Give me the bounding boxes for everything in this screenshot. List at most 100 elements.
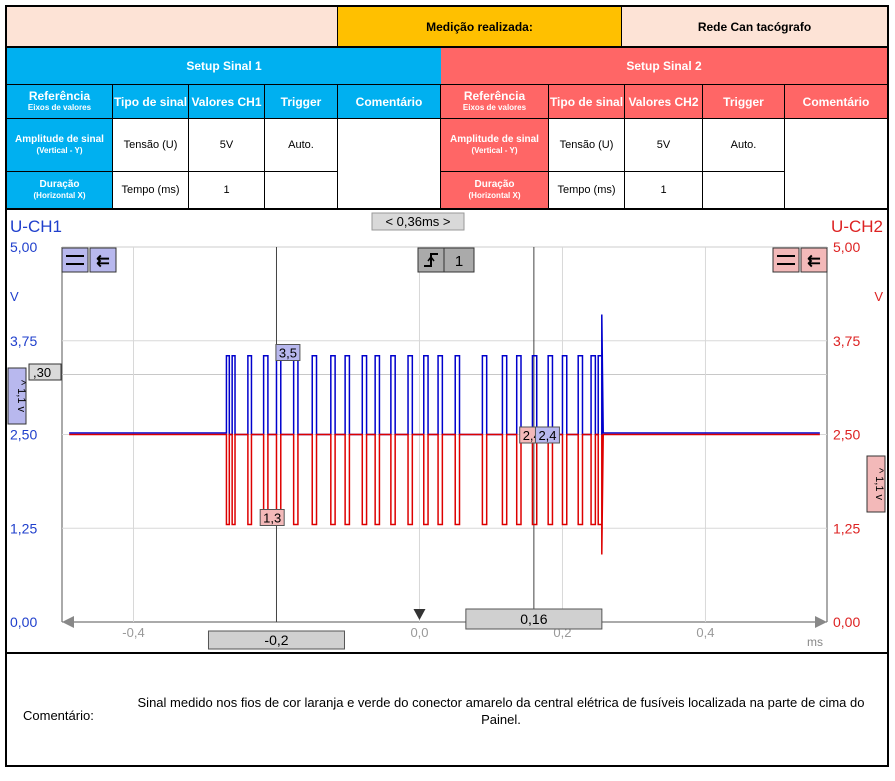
left-arrow-icon[interactable] xyxy=(89,247,117,273)
setup1-row1-label-sub: (Vertical - Y) xyxy=(36,146,83,155)
setup2-col-tipo: Tipo de sinal xyxy=(549,84,625,118)
y-tick-label-left: 1,25 xyxy=(10,520,37,536)
right-channel-label: U-CH2 xyxy=(831,217,883,236)
setup1-row1-label: Amplitude de sinal (Vertical - Y) xyxy=(7,118,113,171)
setup1-row2-valor: 1 xyxy=(189,171,265,208)
setup2-comment-cell xyxy=(785,118,887,208)
measurement-value: Rede Can tacógrafo xyxy=(622,7,887,48)
left-channel-label: U-CH1 xyxy=(10,217,62,236)
setup1-col-ref-sub: Eixos de valores xyxy=(27,102,92,112)
setup2-row1-valor: 5V xyxy=(625,118,703,171)
trigger-channel-label: 1 xyxy=(455,253,463,270)
y-tick-label-right: 1,25 xyxy=(833,520,860,536)
x-tick-label: 0,4 xyxy=(696,625,714,640)
setup2-row2-valor: 1 xyxy=(625,171,703,208)
right-scale-buttons[interactable]: ⇇ xyxy=(772,247,828,273)
setup2-row2-label: Duração (Horizontal X) xyxy=(441,171,549,208)
oscilloscope-plot: U-CH1 U-CH2 V V ms < 0,36ms > ⇇ xyxy=(7,208,887,652)
y-tick-label-right: 3,75 xyxy=(833,333,860,349)
y-tick-label-right: 2,50 xyxy=(833,427,860,443)
marker-box xyxy=(534,426,560,444)
setup1-title: Setup Sinal 1 xyxy=(7,48,441,84)
ch2-trace xyxy=(69,433,820,555)
left-lines-icon[interactable] xyxy=(61,247,89,273)
marker-label: 3,5 xyxy=(279,346,297,361)
marker-box xyxy=(259,509,285,526)
setup1-row2-label-text: Duração xyxy=(39,179,80,190)
scroll-right-icon xyxy=(815,616,827,628)
y-tick-label-left: 2,50 xyxy=(10,427,37,443)
measurement-label: Medição realizada: xyxy=(338,7,622,48)
comment-section: Comentário: Sinal medido nos fios de cor… xyxy=(7,652,887,765)
marker-label: 1,3 xyxy=(263,511,281,526)
setup2-col-trigger: Trigger xyxy=(703,84,785,118)
right-lines-icon[interactable] xyxy=(772,247,800,273)
setup2-row1-label-text: Amplitude de sinal xyxy=(450,134,539,145)
ch1-trace xyxy=(69,314,820,436)
comment-label: Comentário: xyxy=(23,708,94,723)
setup2-row2-label-sub: (Horizontal X) xyxy=(468,191,521,200)
svg-text:⇇: ⇇ xyxy=(96,253,109,270)
setup1-row2-label-sub: (Horizontal X) xyxy=(33,191,86,200)
header-blank-cell xyxy=(7,7,338,48)
setup1-row1-valor: 5V xyxy=(189,118,265,171)
setup1-col-ref: Referência Eixos de valores xyxy=(7,84,113,118)
cursor-delta-label: < 0,36ms > xyxy=(385,214,450,229)
setup2-row2-label-text: Duração xyxy=(474,179,515,190)
cursor-a-label: -0,2 xyxy=(264,632,288,648)
comment-text: Sinal medido nos fios de cor laranja e v… xyxy=(137,695,865,727)
setup2-row1-trigger: Auto. xyxy=(703,118,785,171)
setup1-col-ref-label: Referência xyxy=(28,88,91,103)
setup2-row1-label: Amplitude de sinal (Vertical - Y) xyxy=(441,118,549,171)
setup1-col-trigger: Trigger xyxy=(265,84,338,118)
cursor-b-tag xyxy=(465,608,603,630)
setup1-row2-label: Duração (Horizontal X) xyxy=(7,171,113,208)
left-scale-tag[interactable] xyxy=(7,367,27,425)
setup2-row1-label-sub: (Vertical - Y) xyxy=(471,146,518,155)
y-tick-label-left: 3,75 xyxy=(10,333,37,349)
ref-line-tag[interactable] xyxy=(28,363,62,381)
report-frame xyxy=(5,5,889,767)
setup2-col-ref-sub: Eixos de valores xyxy=(462,102,527,112)
x-tick-label: 0,0 xyxy=(410,625,428,640)
setup1-row1-trigger: Auto. xyxy=(265,118,338,171)
scope-svg: U-CH1 U-CH2 V V ms < 0,36ms > ⇇ xyxy=(7,212,886,650)
y-tick-label-right: 0,00 xyxy=(833,614,860,630)
chart-marks: 0,00 0,00 1,25 1,25 2,50 2,50 3,75 3,75 5,00 5,00… xyxy=(10,239,860,650)
trigger-channel-box[interactable] xyxy=(443,247,475,273)
cursor-delta-box xyxy=(371,212,465,231)
setup1-comment-cell xyxy=(338,118,441,208)
marker-box xyxy=(275,344,301,361)
left-unit-label: V xyxy=(10,289,19,304)
setup2-col-valores: Valores CH2 xyxy=(625,84,703,118)
marker-label: 2,4 xyxy=(538,428,556,443)
setup1-col-tipo: Tipo de sinal xyxy=(113,84,189,118)
setup1-row1-tipo: Tensão (U) xyxy=(113,118,189,171)
setup2-row2-trigger xyxy=(703,171,785,208)
right-scale-tag[interactable] xyxy=(866,455,886,513)
setup1-row2-tipo: Tempo (ms) xyxy=(113,171,189,208)
setup2-title: Setup Sinal 2 xyxy=(441,48,887,84)
setup2-col-ref-label: Referência xyxy=(463,88,526,103)
right-unit-label: V xyxy=(874,289,883,304)
overlay: U-CH1 U-CH2 V V ms < 0,36ms > ⇇ xyxy=(7,212,886,649)
svg-text:⇇: ⇇ xyxy=(807,253,820,270)
setup1-col-valores: Valores CH1 xyxy=(189,84,265,118)
setup1-row1-label-text: Amplitude de sinal xyxy=(15,134,104,145)
setup1-col-comentario: Comentário xyxy=(338,84,441,118)
setup1-row2-trigger xyxy=(265,171,338,208)
y-tick-label-right: 5,00 xyxy=(833,239,860,255)
scroll-left-icon xyxy=(62,616,74,628)
left-scale-label: ^ 1,1 v xyxy=(15,380,27,413)
cursor-a-tag xyxy=(207,630,345,650)
right-scale-label: ^ 1,1 v xyxy=(873,468,885,501)
trigger-indicator[interactable]: 1 xyxy=(417,247,475,273)
right-arrow-icon[interactable] xyxy=(800,247,828,273)
cursor-b-label: 0,16 xyxy=(520,611,547,627)
setup2-col-ref: Referência Eixos de valores xyxy=(441,84,549,118)
x-tick-label: -0,4 xyxy=(122,625,144,640)
setup2-col-comentario: Comentário xyxy=(785,84,887,118)
ref-line-label: ,30 xyxy=(33,365,51,380)
y-tick-label-left: 5,00 xyxy=(10,239,37,255)
left-scale-buttons[interactable]: ⇇ xyxy=(61,247,117,273)
